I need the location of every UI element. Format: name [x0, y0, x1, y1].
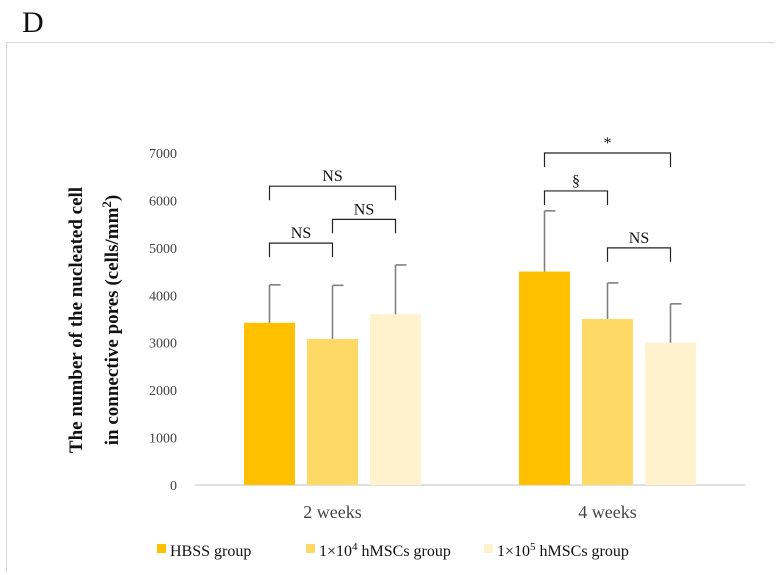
legend: HBSS group 1×104 hMSCs group 1×105 hMSCs g…	[157, 541, 629, 560]
legend-label-0: HBSS group	[170, 543, 251, 560]
y-tick-label-2: 2000	[149, 384, 177, 399]
legend-item-2: 1×105 hMSCs group	[484, 541, 629, 560]
legend-label-1: 1×104 hMSCs group	[319, 541, 451, 560]
error-bar-series1-cat0	[331, 284, 344, 339]
significance-bracket-4: NS	[606, 230, 672, 262]
y-axis-label-line2: in connective pores (cells/mm2)	[99, 195, 124, 445]
category-label-0: 2 weeks	[303, 502, 361, 522]
significance-label-0: NS	[291, 225, 311, 242]
panel-letter: D	[22, 6, 44, 39]
error-bar-series2-cat0	[394, 264, 407, 315]
error-bar-series1-cat1	[606, 282, 619, 319]
bars	[244, 271, 696, 485]
y-tick-labels: 0 1000 2000 3000 4000 5000 6000 7000	[149, 147, 177, 494]
category-label-1: 4 weeks	[578, 502, 636, 522]
significance-bracket-0: NS	[268, 225, 334, 258]
error-bar-series0-cat0	[268, 284, 281, 323]
y-axis-label-line1: The number of the nucleated cell	[66, 187, 87, 453]
significance-bracket-5: *	[543, 135, 672, 167]
y-tick-label-7: 7000	[149, 147, 177, 162]
y-tick-label-1: 1000	[149, 432, 177, 447]
bar-series2-cat1	[645, 342, 696, 485]
significance-label-4: NS	[629, 230, 649, 247]
significance-label-2: NS	[322, 168, 342, 185]
legend-swatch-0	[157, 544, 166, 553]
y-tick-label-6: 6000	[149, 194, 177, 209]
significance-bracket-2: NS	[268, 168, 397, 201]
legend-item-1: 1×104 hMSCs group	[306, 541, 451, 560]
significance-bracket-1: NS	[331, 201, 397, 234]
bar-series2-cat0	[370, 314, 421, 485]
significance-bracket-3: §	[543, 173, 609, 205]
y-tick-label-3: 3000	[149, 337, 177, 352]
y-tick-label-4: 4000	[149, 289, 177, 304]
legend-item-0: HBSS group	[157, 543, 251, 560]
error-bars	[268, 210, 682, 343]
bar-series1-cat0	[307, 338, 358, 485]
significance-brackets: NS NS NS § NS *	[268, 135, 672, 262]
legend-label-2: 1×105 hMSCs group	[497, 541, 629, 560]
y-tick-label-5: 5000	[149, 242, 177, 257]
bar-series0-cat0	[244, 322, 295, 485]
error-bar-series0-cat1	[543, 210, 556, 272]
y-tick-label-0: 0	[170, 479, 177, 494]
error-bar-series2-cat1	[669, 303, 682, 343]
significance-label-5: *	[604, 135, 612, 152]
bar-series0-cat1	[519, 271, 570, 485]
bar-series1-cat1	[582, 319, 633, 485]
category-labels: 2 weeks 4 weeks	[303, 502, 636, 522]
chart-frame	[6, 42, 775, 573]
y-axis-label: The number of the nucleated cell in conne…	[66, 187, 123, 453]
significance-label-1: NS	[354, 201, 374, 218]
significance-label-3: §	[572, 173, 580, 190]
legend-swatch-1	[306, 544, 315, 553]
legend-swatch-2	[484, 544, 493, 553]
